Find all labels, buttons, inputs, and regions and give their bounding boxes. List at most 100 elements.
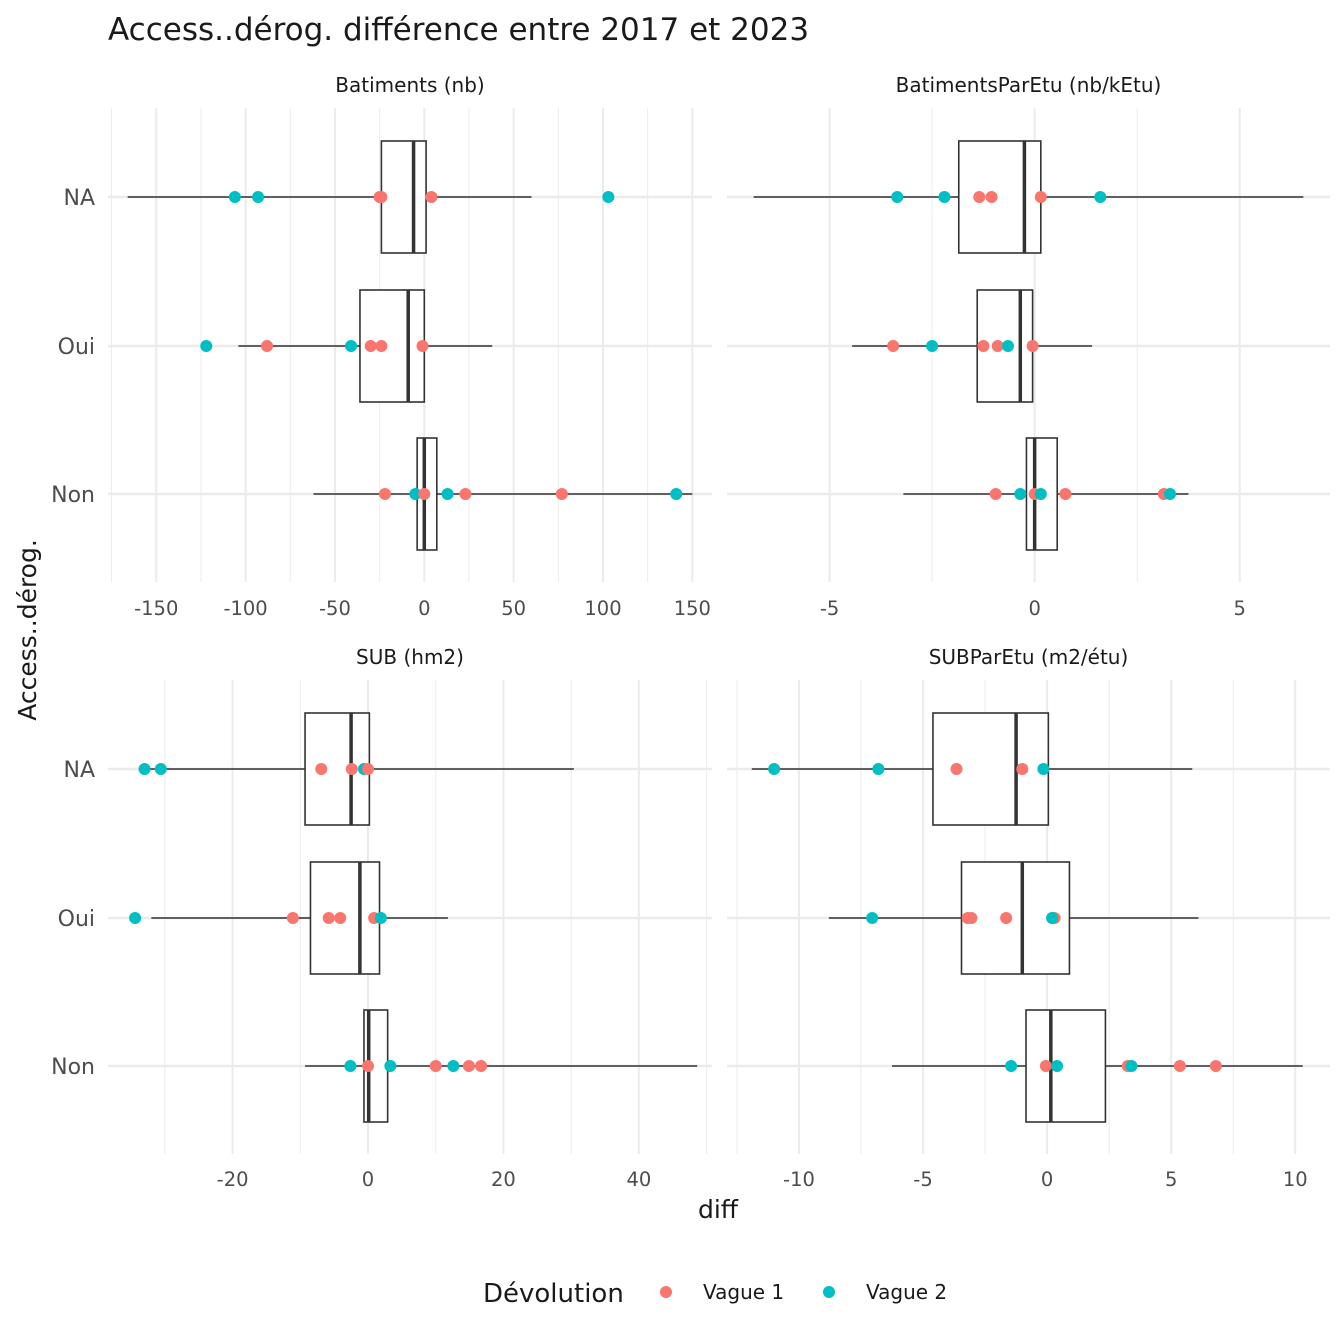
x-tick-label: -150: [134, 597, 178, 620]
point-vague-2: [441, 488, 454, 500]
point-vague-1: [950, 763, 963, 775]
y-axis-title: Access..dérog.: [13, 539, 42, 721]
point-vague-2: [670, 488, 683, 500]
box-iqr: [380, 140, 427, 254]
point-vague-1: [362, 1060, 375, 1072]
x-tick-label: -20: [217, 1168, 249, 1191]
x-tick-label: 10: [1283, 1168, 1308, 1191]
point-vague-1: [375, 191, 388, 203]
y-category-label: NA: [63, 186, 95, 211]
point-vague-2: [228, 191, 241, 203]
point-vague-1: [416, 340, 429, 352]
point-vague-2: [409, 488, 422, 500]
legend-title: Dévolution: [483, 1279, 624, 1309]
point-vague-2: [1051, 1060, 1064, 1072]
point-vague-1: [462, 1060, 475, 1072]
point-vague-1: [1034, 191, 1047, 203]
x-tick-label: 150: [674, 597, 711, 620]
legend-label-vague-1: Vague 1: [703, 1280, 784, 1304]
panel-sub-hm2: SUB (hm2) -20 0 20 40: [108, 645, 712, 1191]
point-vague-2: [1125, 1060, 1138, 1072]
x-tick-label: -10: [783, 1168, 815, 1191]
point-vague-1: [991, 340, 1004, 352]
x-tick-label: 100: [584, 597, 621, 620]
point-vague-2: [866, 912, 879, 924]
box-iqr: [957, 140, 1042, 254]
point-vague-2: [926, 340, 939, 352]
point-vague-2: [129, 912, 142, 924]
point-vague-2: [1164, 488, 1177, 500]
point-vague-2: [384, 1060, 397, 1072]
point-vague-1: [345, 763, 358, 775]
point-vague-1: [1209, 1060, 1222, 1072]
x-tick-label: 20: [491, 1168, 516, 1191]
point-vague-2: [1005, 1060, 1018, 1072]
strip-label: BatimentsParEtu (nb/kEtu): [896, 73, 1162, 97]
x-tick-label: 50: [501, 597, 526, 620]
point-vague-2: [154, 763, 167, 775]
strip-label: Batiments (nb): [335, 73, 484, 97]
point-vague-1: [315, 763, 328, 775]
y-category-labels: NA Oui Non NA Oui Non: [51, 186, 95, 1080]
box-oui: [828, 861, 1199, 975]
x-tick-label: 0: [1028, 597, 1040, 620]
x-axis-title: diff: [698, 1195, 739, 1224]
point-vague-2: [200, 340, 213, 352]
legend: Dévolution Vague 1 Vague 2: [483, 1279, 947, 1309]
y-category-label: Oui: [58, 335, 95, 360]
point-vague-1: [322, 912, 335, 924]
y-category-label: NA: [63, 758, 95, 783]
y-category-label: Non: [51, 483, 95, 508]
x-tick-label: 40: [626, 1168, 651, 1191]
point-vague-1: [887, 340, 900, 352]
point-vague-2: [891, 191, 904, 203]
strip-label: SUB (hm2): [356, 645, 464, 669]
x-tick-label: -50: [319, 597, 351, 620]
point-vague-2: [1037, 763, 1050, 775]
x-tick-label: -5: [913, 1168, 932, 1191]
box-iqr: [960, 861, 1071, 975]
box-na: [751, 712, 1193, 826]
point-vague-1: [459, 488, 472, 500]
point-vague-2: [1034, 488, 1047, 500]
point-vague-2: [1014, 488, 1027, 500]
box-oui: [238, 289, 493, 403]
y-category-label: Non: [51, 1055, 95, 1080]
box-oui: [151, 861, 448, 975]
box-na: [127, 140, 532, 254]
point-vague-1: [425, 191, 438, 203]
x-tick-label: 0: [362, 1168, 374, 1191]
point-vague-2: [602, 191, 615, 203]
point-vague-1: [1026, 340, 1039, 352]
box-non: [892, 1009, 1303, 1123]
point-vague-2: [1094, 191, 1107, 203]
point-vague-1: [334, 912, 347, 924]
strip-label: SUBParEtu (m2/étu): [929, 645, 1129, 669]
point-vague-1: [418, 488, 431, 500]
chart-title: Access..dérog. différence entre 2017 et …: [108, 12, 809, 48]
point-vague-1: [973, 191, 986, 203]
point-vague-2: [1046, 912, 1059, 924]
point-vague-1: [362, 763, 375, 775]
x-tick-label: 0: [1041, 1168, 1053, 1191]
point-vague-1: [1173, 1060, 1186, 1072]
x-tick-label: 5: [1165, 1168, 1177, 1191]
point-vague-2: [374, 912, 387, 924]
x-tick-label: -5: [820, 597, 839, 620]
point-vague-1: [1016, 763, 1029, 775]
point-vague-1: [977, 340, 990, 352]
panels: Batiments (nb)-150 -100 -50 0 50 100 150Batime…: [108, 73, 1330, 1191]
point-vague-1: [475, 1060, 488, 1072]
panel-batiments-nb: Batiments (nb) -150 -100 -50 0 50 100 150: [108, 73, 712, 620]
legend-label-vague-2: Vague 2: [866, 1280, 947, 1304]
point-vague-2: [344, 1060, 357, 1072]
point-vague-1: [989, 488, 1002, 500]
point-vague-1: [375, 340, 388, 352]
point-vague-2: [447, 1060, 460, 1072]
x-tick-label: -100: [223, 597, 267, 620]
box-iqr: [932, 712, 1050, 826]
point-vague-1: [1000, 912, 1013, 924]
point-vague-2: [138, 763, 151, 775]
point-vague-2: [768, 763, 781, 775]
